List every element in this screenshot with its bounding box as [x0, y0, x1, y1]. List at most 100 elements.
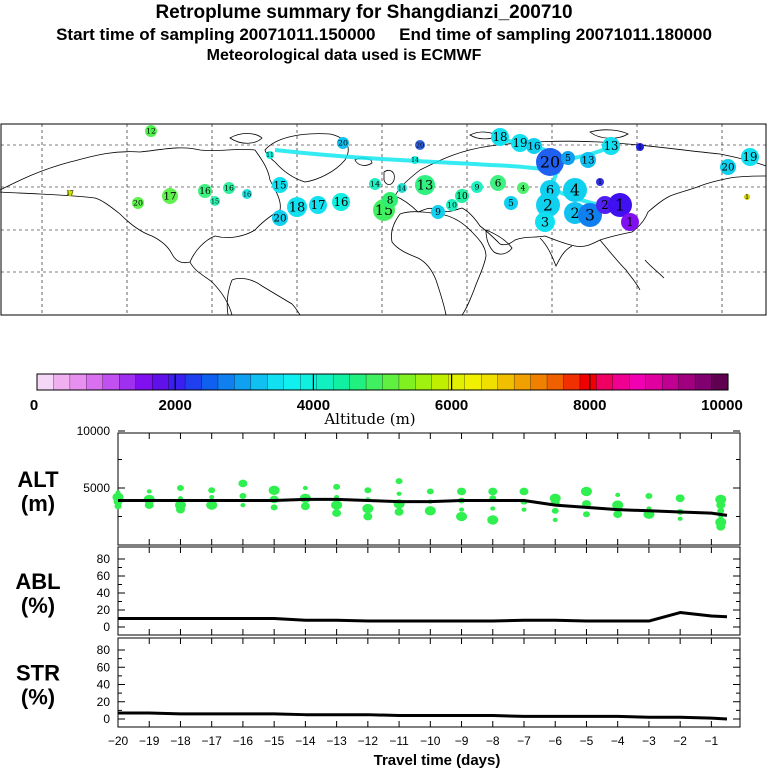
- colorbar-cell: [645, 373, 663, 391]
- y-tick-label: 80: [97, 552, 111, 566]
- plume-cluster-dot: [741, 148, 759, 166]
- y-tick-label: 20: [97, 695, 111, 709]
- plume-cluster-dot: [369, 178, 381, 190]
- plume-cluster-label: 3: [541, 216, 549, 231]
- plume-cluster-label: 16: [527, 141, 540, 153]
- plume-cluster-dot: [382, 192, 398, 208]
- plume-cluster-label: 2: [543, 196, 553, 214]
- x-tick-label: −2: [673, 734, 687, 748]
- plume-cluster-dot: [535, 212, 555, 232]
- colorbar-cell: [530, 373, 548, 391]
- x-axis-label: Travel time (days): [374, 752, 501, 768]
- plume-cluster: 5: [561, 151, 575, 165]
- plume-cluster: 11: [266, 151, 274, 159]
- colorbar-tick-label: 0: [30, 397, 38, 414]
- plume-cluster: 16: [242, 189, 252, 199]
- alt-scatter-point: [487, 515, 499, 525]
- colorbar-cell: [694, 373, 713, 391]
- plume-cluster: 3: [578, 203, 602, 227]
- panel-label: STR: [16, 661, 60, 686]
- plume-cluster-label: 19: [513, 136, 528, 150]
- panel-unit: (%): [21, 593, 55, 618]
- met-data-note: Meteorological data used is ECMWF: [206, 47, 482, 64]
- plume-cluster-dot: [744, 194, 750, 200]
- plume-cluster: 15: [272, 177, 288, 193]
- plume-cluster-label: 17: [311, 198, 326, 212]
- plume-cluster-label: 14: [398, 184, 406, 192]
- plume-cluster-label: 9: [435, 208, 441, 218]
- plume-cluster: 14: [397, 183, 407, 193]
- alt-scatter-point: [333, 483, 341, 490]
- plume-cluster-dot: [578, 203, 602, 227]
- plume-cluster-label: 4: [570, 181, 580, 199]
- alt-scatter-point: [238, 479, 248, 488]
- plume-cluster-dot: [242, 189, 252, 199]
- alt-scatter-point: [582, 511, 590, 518]
- x-tick-label: −18: [170, 734, 191, 748]
- plume-cluster-dot: [596, 178, 604, 186]
- y-tick-label: 80: [97, 643, 111, 657]
- plume-cluster-dot: [471, 181, 483, 193]
- plume-cluster: 20: [132, 197, 144, 209]
- plume-cluster-dot: [198, 184, 212, 198]
- plume-cluster-label: 6: [495, 178, 502, 190]
- plume-cluster: 17: [309, 196, 327, 214]
- colorbar-cell: [612, 373, 630, 391]
- plume-cluster-dot: [332, 193, 350, 211]
- plume-cluster: 8: [382, 192, 398, 208]
- plume-cluster-label: 2: [570, 206, 579, 222]
- plume-cluster: 9: [431, 205, 445, 219]
- panel-frame: [117, 637, 741, 728]
- colorbar-tick-label: 8000: [573, 397, 606, 414]
- x-axis: −20 −19 −18 −17 −16 −15 −14 −13 −12 −11 −10 −9 −8 −7 −…: [108, 734, 719, 748]
- colorbar-frame: [36, 373, 729, 391]
- plume-cluster-dot: [621, 213, 639, 231]
- colorbar-cell: [448, 373, 466, 391]
- plume-cluster: 13: [580, 152, 596, 168]
- plume-cluster-dot: [397, 183, 407, 193]
- plume-cluster-dot: [415, 140, 425, 150]
- plume-cluster: 2: [536, 193, 560, 217]
- x-tick-label: −1: [705, 734, 719, 748]
- plume-cluster-label: 19: [743, 150, 758, 164]
- colorbar-cell: [513, 373, 532, 391]
- alt-scatter-point: [332, 509, 342, 517]
- plume-cluster-label: 10: [447, 201, 457, 210]
- y-tick-label: 0: [103, 712, 110, 726]
- plume-cluster: 20: [720, 159, 736, 175]
- plume-cluster-dot: [411, 156, 419, 164]
- plume-cluster: 16: [526, 138, 542, 154]
- plume-cluster-label: 18: [493, 130, 508, 144]
- plume-cluster-label: 16: [199, 187, 211, 197]
- x-tick-label: −20: [108, 734, 129, 748]
- plume-cluster: 15: [210, 196, 220, 206]
- plume-cluster: 16: [198, 184, 212, 198]
- map-coastlines: [0, 129, 767, 316]
- plume-cluster: 14: [411, 156, 419, 164]
- plume-cluster-dot: [67, 190, 73, 196]
- x-tick-label: −14: [295, 734, 316, 748]
- alt-scatter-point: [519, 487, 529, 496]
- plume-cluster-label: 1: [626, 215, 633, 229]
- plume-cluster-label: 17: [163, 191, 176, 203]
- alt-scatter-point: [396, 491, 402, 496]
- y-tick-label: 10000: [77, 424, 111, 438]
- abl-panel: 0 20 40 60 80 ABL(%): [15, 546, 741, 636]
- alt-scatter-point: [675, 494, 685, 503]
- plume-cluster: 18: [491, 128, 509, 146]
- alt-scatter-point: [208, 487, 216, 494]
- plume-cluster: 10: [446, 199, 458, 211]
- alt-scatter-point: [488, 487, 498, 496]
- plume-cluster: 19: [511, 134, 529, 152]
- plume-cluster-label: 5: [508, 199, 514, 209]
- end-time-label: End time of sampling 20071011.180000: [399, 25, 712, 44]
- plume-cluster: 20: [272, 210, 288, 226]
- colorbar-cell: [53, 373, 71, 391]
- alt-scatter-point: [426, 488, 434, 495]
- colorbar-tick-labels: 0 2000 4000 6000 8000 10000: [30, 397, 743, 414]
- colorbar-tick-label: 6000: [435, 397, 468, 414]
- colorbar-cell: [316, 373, 334, 391]
- y-tick-label: 40: [97, 586, 111, 600]
- alt-scatter-point: [270, 504, 278, 511]
- x-tick-label: −7: [517, 734, 531, 748]
